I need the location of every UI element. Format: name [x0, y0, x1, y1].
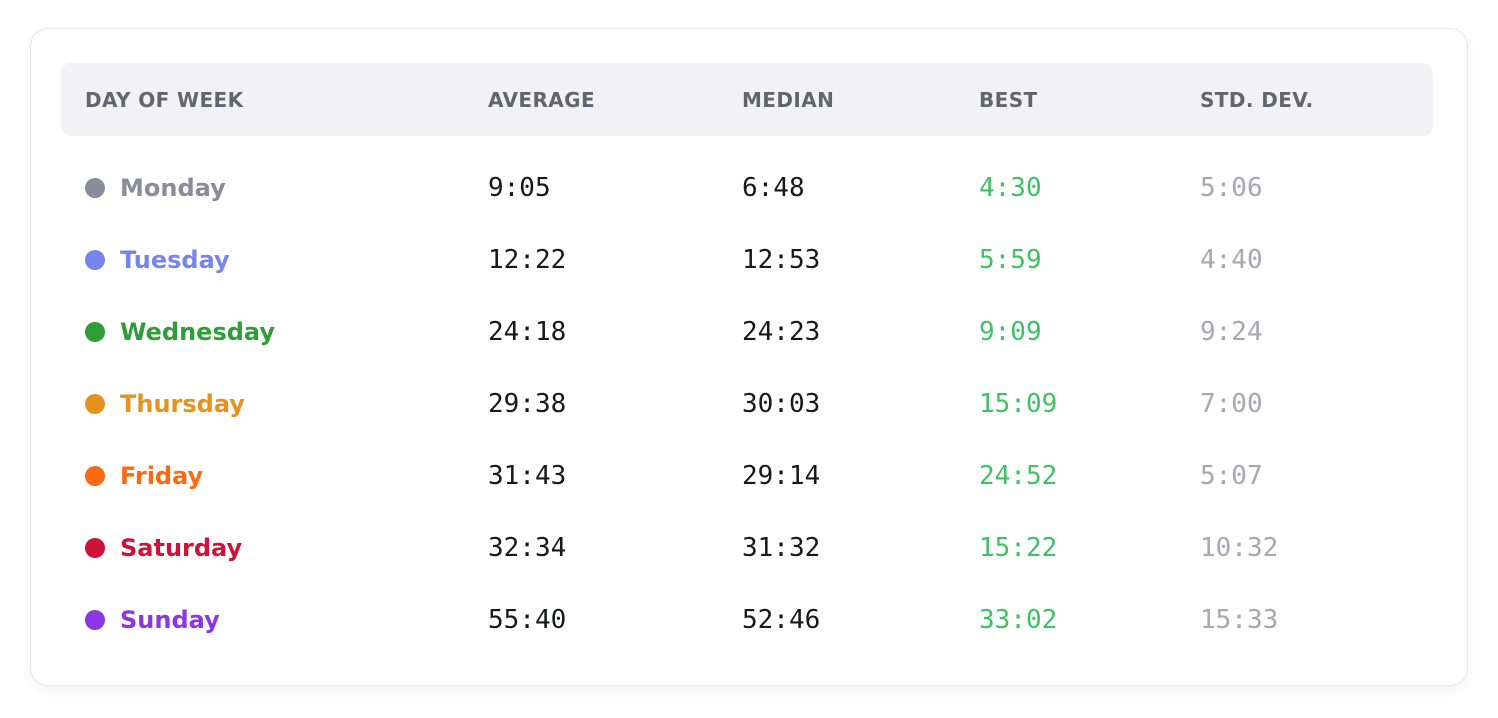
- std-dev-value: 15:33: [1200, 605, 1279, 635]
- std-dev-value: 9:24: [1200, 317, 1263, 347]
- day-label: Sunday: [120, 606, 220, 634]
- day-cell: Sunday: [85, 606, 488, 634]
- day-cell: Saturday: [85, 534, 488, 562]
- average-value: 55:40: [488, 605, 567, 635]
- table-row: Tuesday 12:22 12:53 5:59 4:40: [85, 224, 1433, 296]
- day-cell: Friday: [85, 462, 488, 490]
- table-row: Friday 31:43 29:14 24:52 5:07: [85, 440, 1433, 512]
- average-value: 32:34: [488, 533, 567, 563]
- table-row: Sunday 55:40 52:46 33:02 15:33: [85, 584, 1433, 656]
- best-value: 5:59: [979, 245, 1042, 275]
- std-dev-value: 5:07: [1200, 461, 1263, 491]
- day-cell: Wednesday: [85, 318, 488, 346]
- day-color-dot: [85, 178, 105, 198]
- median-value: 29:14: [742, 461, 821, 491]
- day-color-dot: [85, 538, 105, 558]
- day-label: Tuesday: [120, 246, 230, 274]
- day-label: Thursday: [120, 390, 245, 418]
- median-value: 30:03: [742, 389, 821, 419]
- day-label: Monday: [120, 174, 226, 202]
- average-value: 29:38: [488, 389, 567, 419]
- average-value: 12:22: [488, 245, 567, 275]
- average-value: 9:05: [488, 173, 551, 203]
- table-header: DAY OF WEEK AVERAGE MEDIAN BEST STD. DEV…: [61, 63, 1433, 136]
- day-color-dot: [85, 466, 105, 486]
- day-cell: Monday: [85, 174, 488, 202]
- day-cell: Thursday: [85, 390, 488, 418]
- table-row: Thursday 29:38 30:03 15:09 7:00: [85, 368, 1433, 440]
- median-value: 24:23: [742, 317, 821, 347]
- stats-card: DAY OF WEEK AVERAGE MEDIAN BEST STD. DEV…: [30, 28, 1468, 686]
- median-value: 52:46: [742, 605, 821, 635]
- std-dev-value: 4:40: [1200, 245, 1263, 275]
- day-cell: Tuesday: [85, 246, 488, 274]
- table-body: Monday 9:05 6:48 4:30 5:06 Tuesday 12:22…: [61, 152, 1433, 656]
- best-value: 24:52: [979, 461, 1058, 491]
- day-color-dot: [85, 322, 105, 342]
- table-row: Saturday 32:34 31:32 15:22 10:32: [85, 512, 1433, 584]
- best-value: 4:30: [979, 173, 1042, 203]
- column-header-average: AVERAGE: [488, 87, 596, 112]
- std-dev-value: 7:00: [1200, 389, 1263, 419]
- day-label: Wednesday: [120, 318, 276, 346]
- column-header-std-dev: STD. DEV.: [1200, 87, 1314, 112]
- column-header-day-of-week: DAY OF WEEK: [85, 87, 244, 112]
- best-value: 15:09: [979, 389, 1058, 419]
- std-dev-value: 5:06: [1200, 173, 1263, 203]
- std-dev-value: 10:32: [1200, 533, 1279, 563]
- average-value: 31:43: [488, 461, 567, 491]
- table-row: Monday 9:05 6:48 4:30 5:06: [85, 152, 1433, 224]
- day-label: Friday: [120, 462, 204, 490]
- average-value: 24:18: [488, 317, 567, 347]
- best-value: 15:22: [979, 533, 1058, 563]
- best-value: 33:02: [979, 605, 1058, 635]
- day-color-dot: [85, 610, 105, 630]
- column-header-best: BEST: [979, 87, 1038, 112]
- column-header-median: MEDIAN: [742, 87, 835, 112]
- median-value: 6:48: [742, 173, 805, 203]
- day-label: Saturday: [120, 534, 243, 562]
- table-row: Wednesday 24:18 24:23 9:09 9:24: [85, 296, 1433, 368]
- median-value: 12:53: [742, 245, 821, 275]
- day-color-dot: [85, 394, 105, 414]
- day-color-dot: [85, 250, 105, 270]
- median-value: 31:32: [742, 533, 821, 563]
- best-value: 9:09: [979, 317, 1042, 347]
